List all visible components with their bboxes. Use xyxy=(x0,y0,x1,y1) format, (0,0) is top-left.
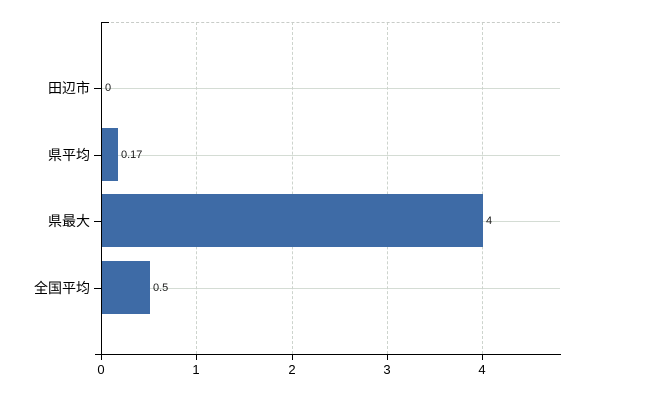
category-label: 田辺市 xyxy=(48,80,90,96)
y-tick xyxy=(94,288,101,289)
x-tick-label: 2 xyxy=(288,362,296,377)
x-tick-label: 0 xyxy=(97,362,105,377)
x-tick xyxy=(196,354,197,360)
x-tick-label: 3 xyxy=(383,362,391,377)
x-tick xyxy=(292,354,293,360)
gridline-horizontal xyxy=(102,155,560,156)
category-label: 県最大 xyxy=(48,213,90,229)
category-label: 県平均 xyxy=(48,147,90,163)
x-tick-label: 1 xyxy=(192,362,200,377)
bar xyxy=(102,194,483,247)
y-axis-line xyxy=(101,22,102,355)
gridline-vertical xyxy=(482,22,483,354)
plot-top-corner xyxy=(101,22,109,23)
bar xyxy=(102,128,118,181)
gridline-vertical xyxy=(292,22,293,354)
y-tick xyxy=(94,155,101,156)
x-axis-line xyxy=(95,354,561,355)
category-label: 全国平均 xyxy=(34,280,90,296)
gridline-horizontal xyxy=(102,88,560,89)
gridline-horizontal xyxy=(102,288,560,289)
x-tick xyxy=(387,354,388,360)
bar-value-label: 0 xyxy=(105,82,112,94)
gridline-vertical xyxy=(387,22,388,354)
y-tick xyxy=(94,88,101,89)
bar-value-label: 4 xyxy=(486,215,493,227)
x-tick-label: 4 xyxy=(478,362,486,377)
bar xyxy=(102,261,150,314)
y-tick xyxy=(94,221,101,222)
bar-value-label: 0.5 xyxy=(153,282,169,294)
bar-value-label: 0.17 xyxy=(121,149,143,161)
x-tick xyxy=(101,354,102,360)
plot-top-border xyxy=(101,22,560,23)
gridline-vertical xyxy=(196,22,197,354)
x-tick xyxy=(482,354,483,360)
